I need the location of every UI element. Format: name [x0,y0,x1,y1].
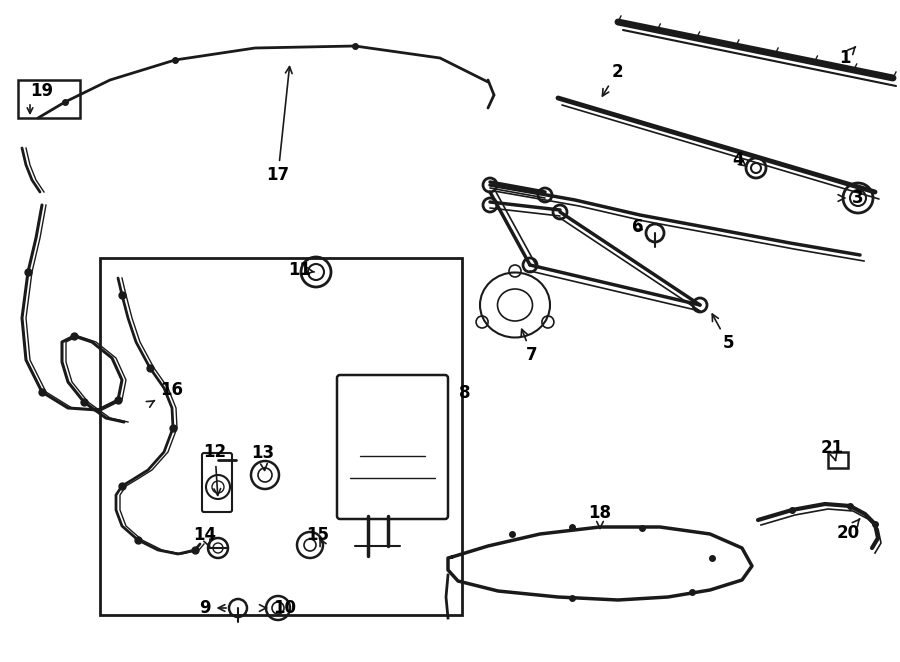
Text: 6: 6 [632,218,644,236]
Text: 7: 7 [521,329,538,364]
Text: 1: 1 [839,47,856,67]
Bar [828,452,848,468]
Text: 5: 5 [712,314,733,352]
Text: 20: 20 [836,519,860,542]
Text: 2: 2 [602,63,623,96]
Text: 4: 4 [733,151,747,169]
Text: 12: 12 [203,443,227,495]
Text: 14: 14 [194,526,217,547]
Text: 11: 11 [289,261,314,279]
Bar [18,80,80,118]
Text: 3: 3 [838,189,864,207]
Text: 19: 19 [30,82,53,100]
Text: 9: 9 [199,599,226,617]
Text: 17: 17 [266,67,292,184]
Text: 21: 21 [821,439,843,461]
Text: 13: 13 [251,444,274,471]
Text: 18: 18 [589,504,611,528]
Text: 8: 8 [459,384,471,402]
Text: 10: 10 [259,599,296,617]
Bar [100,258,462,615]
Text: 16: 16 [147,381,184,407]
Text: 15: 15 [307,526,329,547]
